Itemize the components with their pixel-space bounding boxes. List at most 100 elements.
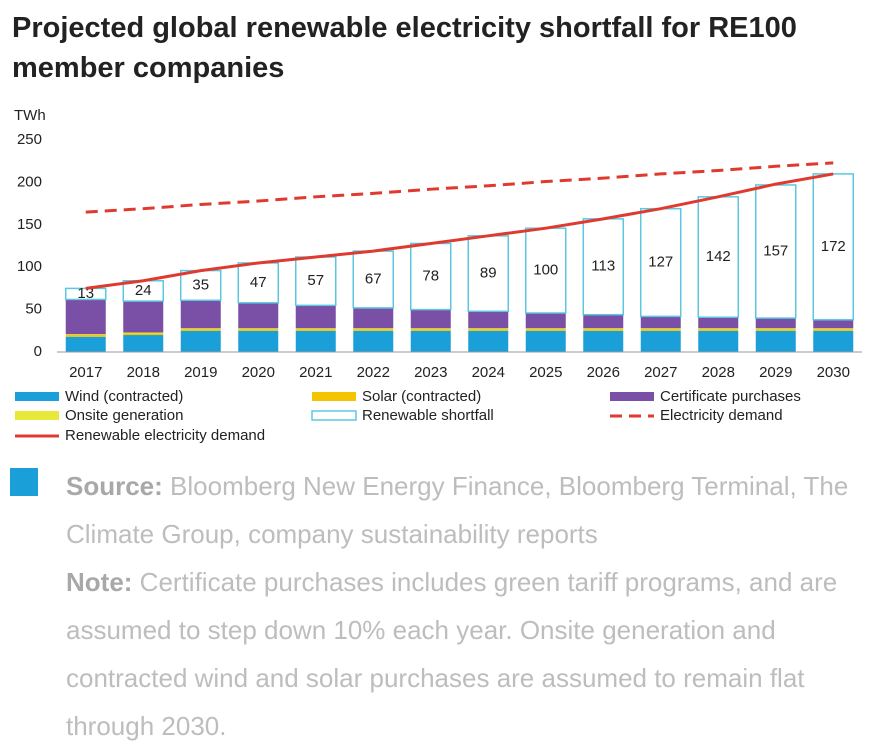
note-text: Certificate purchases includes green tar… [66,567,838,741]
x-tick-label: 2026 [587,364,620,381]
bar-segment [640,329,681,331]
x-tick-label: 2025 [529,364,562,381]
bar-segment [640,316,681,329]
y-tick-label: 250 [17,131,42,148]
bar-segment [410,330,451,352]
bar-segment [295,328,336,330]
bar-segment [755,329,796,331]
bar-segment [410,309,451,329]
bar-segment [698,329,739,331]
bar-segment [812,173,854,321]
bar-segment [238,328,279,330]
bar-segment [813,330,854,352]
chart: TWh 0 50 100 150 200 250 2017 2018 2019 2020 2021 2… [14,107,862,444]
bar-segment [755,328,796,330]
bar-segment [295,305,336,329]
x-tick-label: 2027 [644,364,677,381]
bar-segment [468,329,509,331]
bar-segment [65,335,106,337]
bar-segment [65,336,106,352]
bar-segment [238,330,279,352]
x-tick-label: 2021 [299,364,332,381]
note-label: Note: [66,567,133,597]
bar-segment [525,329,566,331]
bar-segment [180,328,221,330]
x-tick-label: 2023 [414,364,447,381]
bar-segment [353,307,394,329]
x-tick-label: 2020 [242,364,275,381]
y-tick-label: 200 [17,173,42,190]
legend-label: Renewable electricity demand [65,427,265,444]
legend-label: Electricity demand [660,407,783,424]
data-label: 24 [135,282,152,299]
x-tick-label: 2024 [472,364,505,381]
bar-segment [583,328,624,330]
bar-segment [813,328,854,330]
bar-segment [640,328,681,330]
data-label: 113 [591,258,615,275]
x-tick-label: 2030 [817,364,850,381]
chart-title: Projected global renewable electricity s… [12,12,797,84]
line [85,161,834,214]
bar-segment [698,317,739,329]
bar-segment [640,330,681,352]
legend-swatch [311,410,357,421]
bar-segment [755,184,797,319]
bar-segment [525,312,566,329]
bar-segment [698,330,739,352]
bar-segment [525,227,567,314]
line [85,172,834,290]
data-label: 100 [533,262,558,279]
legend-label: Wind (contracted) [65,388,183,405]
bar-segment [123,333,164,336]
bar-segment [583,329,624,331]
bar-segment [410,329,451,331]
legend-swatch [610,392,654,401]
bar-segment [352,250,394,309]
source: Source: Bloomberg New Energy Finance, Bl… [66,462,856,558]
bar-segment [65,334,106,336]
data-label: 35 [192,276,209,293]
bar-segment [755,318,796,329]
legend-label: Certificate purchases [660,388,801,405]
bar-segment [583,330,624,352]
bar-segment [65,299,106,335]
x-tick-label: 2028 [702,364,735,381]
bar-segment [123,335,164,352]
bar-segment [525,328,566,330]
x-tick-label: 2017 [69,364,102,381]
bar-segment [237,262,279,304]
bar-segment [813,329,854,331]
bar-segment [583,314,624,329]
bar-segment [697,196,739,318]
legend-swatch [312,392,356,401]
legend-label: Onsite generation [65,407,183,424]
bar-segment [755,330,796,352]
bar-segment [180,330,221,352]
y-tick-label: 50 [25,301,42,318]
notes: Source: Bloomberg New Energy Finance, Bl… [66,462,856,750]
bar-segment [180,300,221,329]
data-label: 157 [763,242,788,259]
bar-segment [698,328,739,330]
bar-segment [582,218,624,316]
x-tick-label: 2019 [184,364,217,381]
bar-segment [640,207,682,318]
y-axis-label: TWh [14,107,46,124]
bar-segment [123,301,164,333]
data-label: 67 [365,270,382,287]
source-text: Bloomberg New Energy Finance, Bloomberg … [66,471,849,549]
bar-segment [353,329,394,331]
source-marker [10,468,38,496]
data-label: 78 [422,267,439,284]
data-label: 127 [648,254,673,271]
y-tick-label: 100 [17,258,42,275]
bar-segment [468,311,509,329]
x-tick-label: 2022 [357,364,390,381]
bar-segment [238,302,279,329]
bar-segment [238,329,279,331]
bar-segment [353,330,394,352]
x-tick-label: 2018 [127,364,160,381]
legend-swatch [15,411,59,420]
